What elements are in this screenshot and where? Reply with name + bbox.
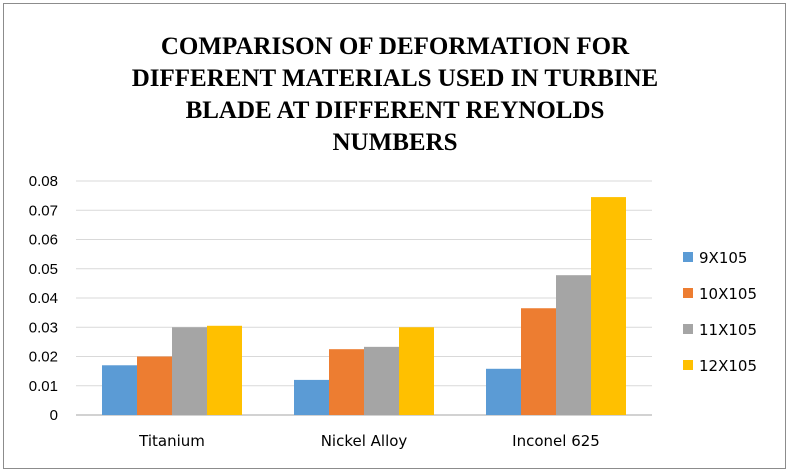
x-category-label: Inconel 625 — [512, 432, 600, 450]
bar — [521, 308, 556, 415]
y-tick-label: 0.07 — [29, 202, 58, 219]
y-tick-label: 0.02 — [29, 349, 58, 366]
y-tick-label: 0.05 — [29, 261, 58, 278]
bar — [329, 349, 364, 415]
title-line-2: DIFFERENT MATERIALS USED IN TURBINE — [131, 65, 659, 92]
y-tick-label: 0.01 — [29, 378, 58, 395]
bar — [399, 327, 434, 415]
bar — [102, 365, 137, 415]
legend-label: 10X105 — [699, 285, 757, 303]
bar — [207, 325, 242, 415]
x-category-label: Nickel Alloy — [321, 432, 408, 450]
title-line-1: COMPARISON OF DEFORMATION FOR — [160, 33, 630, 60]
legend-label: 12X105 — [699, 357, 757, 375]
legend-label: 11X105 — [699, 321, 757, 339]
title-line-3: BLADE AT DIFFERENT REYNOLDS — [185, 97, 605, 124]
y-tick-label: 0.08 — [29, 173, 58, 190]
y-tick-label: 0.06 — [29, 232, 58, 249]
bar — [486, 368, 521, 415]
bar — [137, 356, 172, 415]
bar — [556, 275, 591, 415]
bar — [294, 379, 329, 415]
x-category-label: Titanium — [138, 432, 205, 450]
y-tick-label: 0.04 — [29, 290, 58, 307]
legend-swatch — [683, 252, 693, 262]
bar — [591, 197, 626, 415]
bar — [364, 346, 399, 415]
title-line-4: NUMBERS — [332, 129, 458, 156]
legend-swatch — [683, 288, 693, 298]
legend-label: 9X105 — [699, 249, 747, 267]
legend-swatch — [683, 324, 693, 334]
y-tick-label: 0.03 — [29, 319, 58, 336]
legend-swatch — [683, 360, 693, 370]
bar — [172, 327, 207, 415]
y-tick-label: 0 — [50, 407, 58, 424]
chart-title: COMPARISON OF DEFORMATION FOR DIFFERENT … — [0, 31, 790, 159]
